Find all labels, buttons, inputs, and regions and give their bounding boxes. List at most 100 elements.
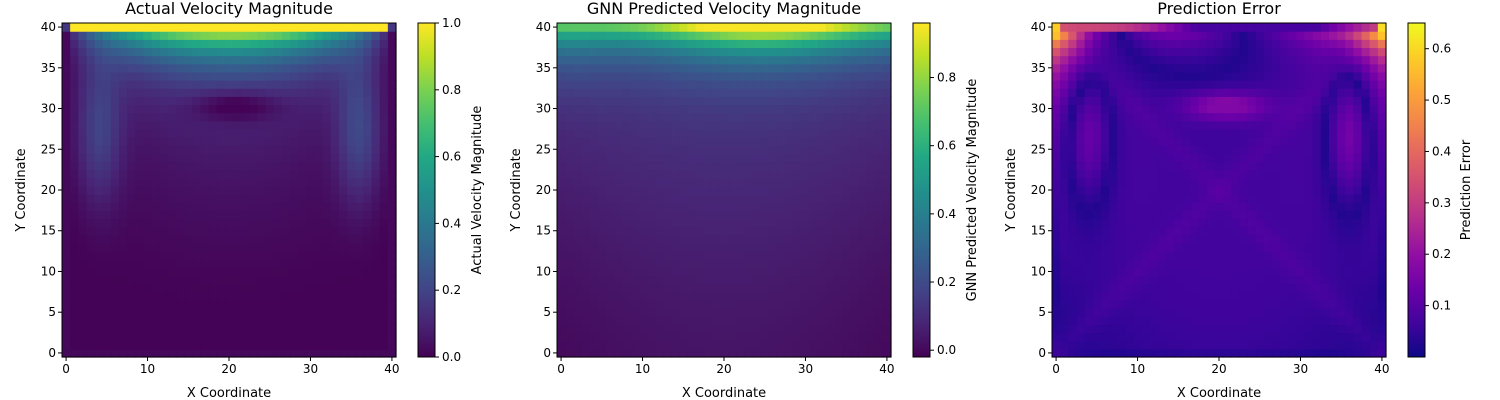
- heatmap-cell: [703, 283, 713, 293]
- heatmap-cell: [573, 340, 583, 350]
- heatmap-cell: [679, 63, 688, 73]
- heatmap-cell: [703, 194, 713, 203]
- heatmap-cell: [760, 275, 770, 285]
- heatmap-cell: [1280, 63, 1289, 73]
- heatmap-cell: [1312, 47, 1322, 57]
- colorbar: [417, 22, 436, 358]
- heatmap-cell: [273, 267, 283, 277]
- heatmap-cell: [711, 47, 721, 57]
- heatmap-cell: [355, 226, 365, 236]
- heatmap-cell: [298, 120, 307, 130]
- heatmap-cell: [695, 47, 705, 57]
- heatmap-cell: [273, 202, 283, 211]
- heatmap-cell: [654, 112, 664, 122]
- heatmap-cell: [842, 226, 851, 236]
- heatmap-cell: [1092, 340, 1102, 350]
- heatmap-cell: [387, 63, 397, 73]
- heatmap-cell: [298, 242, 307, 252]
- heatmap-cell: [1109, 112, 1118, 122]
- heatmap-cell: [874, 71, 884, 81]
- heatmap-cell: [687, 63, 697, 73]
- heatmap-cell: [1182, 267, 1192, 277]
- heatmap-cell: [703, 332, 713, 342]
- heatmap-cell: [200, 316, 210, 326]
- heatmap-cell: [760, 153, 770, 163]
- heatmap-cell: [1214, 194, 1224, 203]
- heatmap-cell: [622, 259, 631, 268]
- heatmap-cell: [1125, 137, 1135, 146]
- heatmap-cell: [825, 153, 835, 163]
- heatmap-cell: [1149, 242, 1159, 252]
- heatmap-cell: [322, 324, 332, 334]
- heatmap-cell: [208, 169, 218, 179]
- heatmap-cell: [1141, 251, 1151, 260]
- heatmap-cell: [347, 112, 356, 122]
- heatmap-cell: [1084, 316, 1094, 326]
- heatmap-cell: [371, 96, 381, 106]
- heatmap-cell: [192, 242, 202, 252]
- heatmap-cell: [86, 340, 96, 350]
- heatmap-cell: [557, 169, 566, 179]
- heatmap-cell: [654, 291, 664, 301]
- heatmap-cell: [355, 39, 365, 49]
- heatmap-cell: [565, 242, 574, 252]
- heatmap-cell: [719, 177, 729, 187]
- heatmap-cell: [1247, 251, 1257, 260]
- heatmap-cell: [306, 202, 316, 211]
- heatmap-cell: [338, 218, 348, 228]
- heatmap-cell: [94, 283, 104, 293]
- heatmap-cell: [1076, 31, 1086, 40]
- heatmap-cell: [208, 88, 218, 97]
- heatmap-cell: [1288, 202, 1297, 211]
- heatmap-cell: [143, 348, 153, 358]
- heatmap-cell: [355, 145, 365, 154]
- heatmap-cell: [1060, 226, 1069, 236]
- heatmap-cell: [1092, 71, 1102, 81]
- heatmap-cell: [736, 324, 745, 334]
- heatmap-cell: [1084, 161, 1094, 171]
- heatmap-cell: [1198, 31, 1208, 40]
- heatmap-cell: [306, 267, 316, 277]
- heatmap-cell: [330, 259, 340, 268]
- heatmap-cell: [379, 218, 389, 228]
- heatmap-cell: [801, 299, 811, 309]
- heatmap-cell: [241, 259, 250, 268]
- heatmap-cell: [1068, 267, 1078, 277]
- heatmap-cell: [1304, 324, 1314, 334]
- heatmap-cell: [241, 210, 250, 220]
- heatmap-cell: [200, 332, 210, 342]
- heatmap-cell: [379, 71, 389, 81]
- heatmap-cell: [86, 47, 96, 57]
- heatmap-cell: [646, 226, 656, 236]
- heatmap-cell: [135, 251, 145, 260]
- heatmap-cell: [760, 177, 770, 187]
- heatmap-cell: [70, 259, 79, 268]
- heatmap-cell: [127, 161, 136, 171]
- heatmap-cell: [330, 177, 340, 187]
- heatmap-cell: [1271, 63, 1281, 73]
- heatmap-cell: [143, 332, 153, 342]
- heatmap-cell: [760, 80, 770, 89]
- heatmap-cell: [662, 153, 672, 163]
- heatmap-cell: [866, 31, 876, 40]
- heatmap-cell: [143, 120, 153, 130]
- heatmap-cell: [1133, 308, 1143, 317]
- heatmap-cell: [695, 177, 705, 187]
- heatmap-cell: [1141, 267, 1151, 277]
- heatmap-cell: [62, 194, 71, 203]
- heatmap-cell: [1166, 23, 1175, 32]
- heatmap-cell: [1052, 267, 1061, 277]
- heatmap-cell: [184, 308, 193, 317]
- heatmap-cell: [127, 308, 136, 317]
- heatmap-cell: [776, 299, 786, 309]
- heatmap-cell: [167, 63, 177, 73]
- heatmap-cell: [703, 31, 713, 40]
- heatmap-cell: [760, 234, 770, 244]
- heatmap-cell: [874, 120, 884, 130]
- heatmap-cell: [1271, 210, 1281, 220]
- heatmap-cell: [662, 161, 672, 171]
- heatmap-cell: [338, 324, 348, 334]
- heatmap-cell: [86, 283, 96, 293]
- heatmap-cell: [1174, 31, 1183, 40]
